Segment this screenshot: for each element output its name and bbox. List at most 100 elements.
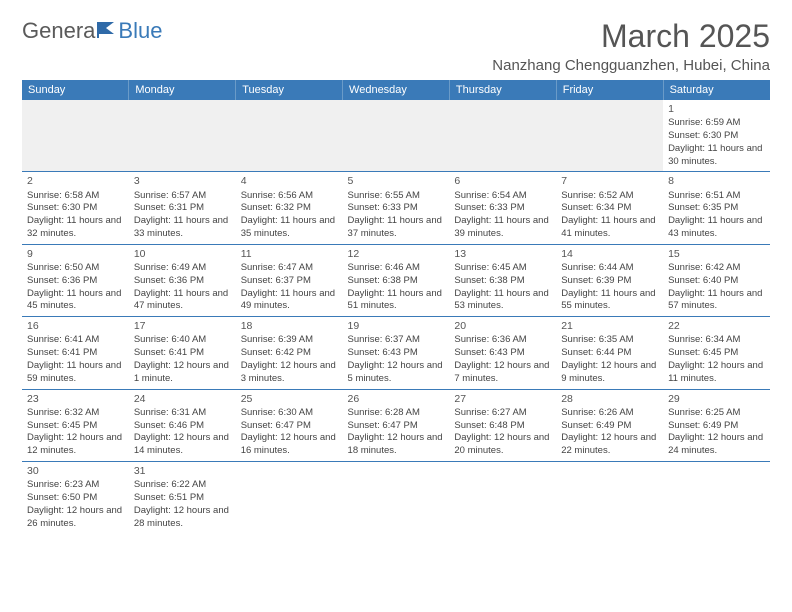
day-cell: 22Sunrise: 6:34 AMSunset: 6:45 PMDayligh… (663, 317, 770, 389)
empty-cell (556, 462, 663, 534)
sunrise-text: Sunrise: 6:41 AM (27, 334, 124, 347)
sunset-text: Sunset: 6:30 PM (27, 202, 124, 215)
day-number: 22 (668, 319, 765, 333)
day-number: 21 (561, 319, 658, 333)
day-number: 16 (27, 319, 124, 333)
day-cell: 14Sunrise: 6:44 AMSunset: 6:39 PMDayligh… (556, 244, 663, 316)
day-cell: 4Sunrise: 6:56 AMSunset: 6:32 PMDaylight… (236, 172, 343, 244)
day-number: 18 (241, 319, 338, 333)
day-cell: 5Sunrise: 6:55 AMSunset: 6:33 PMDaylight… (343, 172, 450, 244)
sunset-text: Sunset: 6:50 PM (27, 492, 124, 505)
daylight-text: Daylight: 12 hours and 24 minutes. (668, 432, 765, 458)
sunset-text: Sunset: 6:38 PM (454, 275, 551, 288)
sunset-text: Sunset: 6:36 PM (27, 275, 124, 288)
calendar-row: 2Sunrise: 6:58 AMSunset: 6:30 PMDaylight… (22, 172, 770, 244)
sunset-text: Sunset: 6:34 PM (561, 202, 658, 215)
daylight-text: Daylight: 11 hours and 53 minutes. (454, 288, 551, 314)
sunrise-text: Sunrise: 6:22 AM (134, 479, 231, 492)
day-cell: 20Sunrise: 6:36 AMSunset: 6:43 PMDayligh… (449, 317, 556, 389)
sunset-text: Sunset: 6:43 PM (454, 347, 551, 360)
daylight-text: Daylight: 11 hours and 30 minutes. (668, 143, 765, 169)
day-cell: 31Sunrise: 6:22 AMSunset: 6:51 PMDayligh… (129, 462, 236, 534)
sunrise-text: Sunrise: 6:52 AM (561, 190, 658, 203)
daylight-text: Daylight: 11 hours and 57 minutes. (668, 288, 765, 314)
sunrise-text: Sunrise: 6:39 AM (241, 334, 338, 347)
day-number: 26 (348, 392, 445, 406)
day-number: 12 (348, 247, 445, 261)
sunset-text: Sunset: 6:43 PM (348, 347, 445, 360)
day-number: 20 (454, 319, 551, 333)
sunrise-text: Sunrise: 6:34 AM (668, 334, 765, 347)
daylight-text: Daylight: 11 hours and 35 minutes. (241, 215, 338, 241)
empty-cell (663, 462, 770, 534)
day-cell: 1Sunrise: 6:59 AMSunset: 6:30 PMDaylight… (663, 100, 770, 172)
sunrise-text: Sunrise: 6:50 AM (27, 262, 124, 275)
sunset-text: Sunset: 6:46 PM (134, 420, 231, 433)
logo-text-blue: Blue (118, 18, 162, 44)
day-cell: 24Sunrise: 6:31 AMSunset: 6:46 PMDayligh… (129, 389, 236, 461)
sunrise-text: Sunrise: 6:47 AM (241, 262, 338, 275)
day-cell: 30Sunrise: 6:23 AMSunset: 6:50 PMDayligh… (22, 462, 129, 534)
day-number: 11 (241, 247, 338, 261)
title-block: March 2025 Nanzhang Chengguanzhen, Hubei… (492, 18, 770, 74)
calendar-row: 16Sunrise: 6:41 AMSunset: 6:41 PMDayligh… (22, 317, 770, 389)
sunset-text: Sunset: 6:44 PM (561, 347, 658, 360)
daylight-text: Daylight: 12 hours and 12 minutes. (27, 432, 124, 458)
sunrise-text: Sunrise: 6:45 AM (454, 262, 551, 275)
day-cell: 3Sunrise: 6:57 AMSunset: 6:31 PMDaylight… (129, 172, 236, 244)
day-cell: 9Sunrise: 6:50 AMSunset: 6:36 PMDaylight… (22, 244, 129, 316)
day-number: 8 (668, 174, 765, 188)
day-cell: 16Sunrise: 6:41 AMSunset: 6:41 PMDayligh… (22, 317, 129, 389)
daylight-text: Daylight: 12 hours and 5 minutes. (348, 360, 445, 386)
month-title: March 2025 (492, 18, 770, 55)
daylight-text: Daylight: 12 hours and 9 minutes. (561, 360, 658, 386)
sunset-text: Sunset: 6:32 PM (241, 202, 338, 215)
day-header: Saturday (663, 80, 770, 100)
sunset-text: Sunset: 6:41 PM (27, 347, 124, 360)
sunrise-text: Sunrise: 6:30 AM (241, 407, 338, 420)
daylight-text: Daylight: 11 hours and 33 minutes. (134, 215, 231, 241)
sunrise-text: Sunrise: 6:57 AM (134, 190, 231, 203)
day-number: 19 (348, 319, 445, 333)
daylight-text: Daylight: 12 hours and 18 minutes. (348, 432, 445, 458)
sunrise-text: Sunrise: 6:31 AM (134, 407, 231, 420)
day-number: 23 (27, 392, 124, 406)
calendar-row: 9Sunrise: 6:50 AMSunset: 6:36 PMDaylight… (22, 244, 770, 316)
daylight-text: Daylight: 11 hours and 37 minutes. (348, 215, 445, 241)
day-cell: 28Sunrise: 6:26 AMSunset: 6:49 PMDayligh… (556, 389, 663, 461)
day-cell: 23Sunrise: 6:32 AMSunset: 6:45 PMDayligh… (22, 389, 129, 461)
day-header: Thursday (449, 80, 556, 100)
calendar-table: SundayMondayTuesdayWednesdayThursdayFrid… (22, 80, 770, 534)
day-number: 13 (454, 247, 551, 261)
sunrise-text: Sunrise: 6:44 AM (561, 262, 658, 275)
daylight-text: Daylight: 11 hours and 39 minutes. (454, 215, 551, 241)
sunset-text: Sunset: 6:47 PM (241, 420, 338, 433)
logo-flag-icon (96, 18, 116, 44)
day-number: 6 (454, 174, 551, 188)
sunrise-text: Sunrise: 6:37 AM (348, 334, 445, 347)
sunset-text: Sunset: 6:41 PM (134, 347, 231, 360)
empty-cell (236, 462, 343, 534)
sunset-text: Sunset: 6:33 PM (348, 202, 445, 215)
daylight-text: Daylight: 12 hours and 7 minutes. (454, 360, 551, 386)
logo-text-general: Genera (22, 18, 95, 44)
sunset-text: Sunset: 6:31 PM (134, 202, 231, 215)
sunrise-text: Sunrise: 6:55 AM (348, 190, 445, 203)
daylight-text: Daylight: 12 hours and 28 minutes. (134, 505, 231, 531)
day-cell: 7Sunrise: 6:52 AMSunset: 6:34 PMDaylight… (556, 172, 663, 244)
day-header-row: SundayMondayTuesdayWednesdayThursdayFrid… (22, 80, 770, 100)
day-header: Wednesday (343, 80, 450, 100)
sunset-text: Sunset: 6:45 PM (27, 420, 124, 433)
daylight-text: Daylight: 12 hours and 20 minutes. (454, 432, 551, 458)
empty-cell (343, 462, 450, 534)
sunset-text: Sunset: 6:37 PM (241, 275, 338, 288)
day-header: Friday (556, 80, 663, 100)
daylight-text: Daylight: 11 hours and 43 minutes. (668, 215, 765, 241)
sunset-text: Sunset: 6:51 PM (134, 492, 231, 505)
day-cell: 26Sunrise: 6:28 AMSunset: 6:47 PMDayligh… (343, 389, 450, 461)
sunrise-text: Sunrise: 6:46 AM (348, 262, 445, 275)
day-cell: 27Sunrise: 6:27 AMSunset: 6:48 PMDayligh… (449, 389, 556, 461)
day-number: 29 (668, 392, 765, 406)
day-header: Sunday (22, 80, 129, 100)
sunset-text: Sunset: 6:42 PM (241, 347, 338, 360)
